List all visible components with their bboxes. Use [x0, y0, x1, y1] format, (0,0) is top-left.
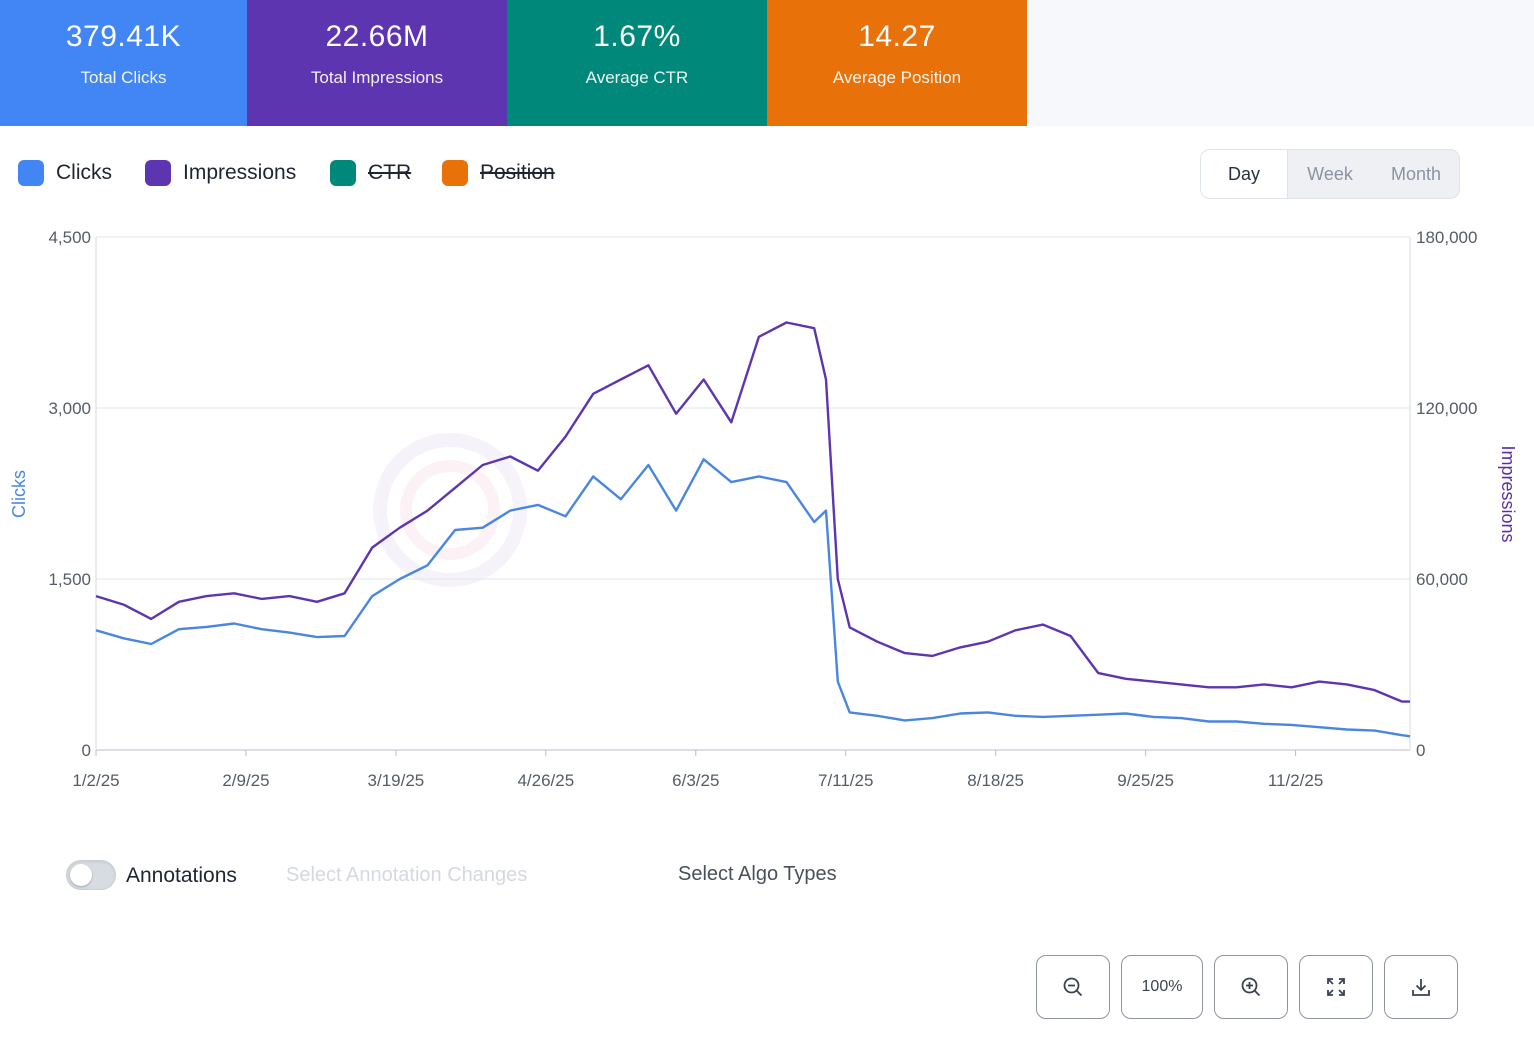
annotations-label: Annotations: [126, 864, 237, 887]
x-tick-label: 3/19/25: [368, 771, 425, 790]
x-tick-label: 1/2/25: [72, 771, 119, 790]
series-layer: [95, 321, 1411, 738]
kpi-value: 14.27: [858, 20, 936, 53]
annotation-changes-select[interactable]: Select Annotation Changes: [286, 864, 528, 886]
x-tick-label: 11/2/25: [1268, 771, 1323, 790]
left-tick-label: 0: [82, 741, 91, 760]
legend-swatch: [442, 160, 468, 186]
right-tick-label: 0: [1416, 741, 1425, 760]
annotations-row: Annotations Select Annotation Changes Se…: [66, 858, 966, 894]
algo-types-select[interactable]: Select Algo Types: [678, 863, 837, 885]
legend-label: Impressions: [183, 161, 297, 184]
watermark-logo: [373, 433, 527, 587]
left-tick-label: 3,000: [48, 399, 91, 418]
kpi-label: Average CTR: [585, 68, 689, 87]
zoom-level-button[interactable]: 100%: [1121, 955, 1203, 1019]
range-day-button[interactable]: Day: [1201, 150, 1288, 198]
x-tick-label: 7/11/25: [818, 771, 873, 790]
zoom-level: 100%: [1141, 978, 1183, 995]
range-month-button[interactable]: Month: [1390, 164, 1442, 184]
kpi-average-position[interactable]: 14.27 Average Position: [767, 0, 1027, 126]
kpi-total-impressions[interactable]: 22.66M Total Impressions: [247, 0, 507, 126]
zoom-in-button[interactable]: [1214, 955, 1288, 1019]
series-line-impressions: [95, 321, 1410, 703]
zoom-out-button[interactable]: [1036, 955, 1110, 1019]
zoom-out-icon: [1063, 977, 1083, 997]
range-week-button[interactable]: Week: [1307, 164, 1353, 184]
left-axis-ticks: 0 1,500 3,000 4,500: [48, 228, 91, 760]
legend-label: Clicks: [56, 161, 112, 184]
series-line-clicks: [95, 458, 1411, 738]
kpi-bar: 379.41K Total Clicks 22.66M Total Impres…: [0, 0, 1534, 126]
chart-grid: [95, 236, 1411, 751]
fullscreen-icon: [1327, 978, 1345, 996]
date-granularity-toggle: Day Week Month: [1200, 149, 1460, 199]
kpi-average-ctr[interactable]: 1.67% Average CTR: [507, 0, 767, 126]
legend-swatch: [145, 160, 171, 186]
left-tick-label: 1,500: [48, 570, 91, 589]
kpi-value: 379.41K: [65, 20, 182, 53]
right-axis-title: Impressions: [1498, 445, 1518, 542]
legend-label: Position: [480, 161, 555, 184]
x-tick-label: 2/9/25: [222, 771, 269, 790]
x-tick-label: 6/3/25: [672, 771, 719, 790]
annotations-toggle[interactable]: [66, 860, 116, 890]
x-tick-label: 4/26/25: [517, 771, 574, 790]
download-button[interactable]: [1384, 955, 1458, 1019]
legend-swatch: [330, 160, 356, 186]
clicks-impressions-chart: 0 1,500 3,000 4,500 0 60,000 120,000 180,000 1…: [9, 228, 1518, 790]
x-tick-label: 9/25/25: [1117, 771, 1174, 790]
x-tick-label: 8/18/25: [967, 771, 1024, 790]
kpi-total-clicks[interactable]: 379.41K Total Clicks: [0, 0, 247, 126]
kpi-label: Total Clicks: [80, 68, 167, 87]
kpi-label: Total Impressions: [310, 68, 444, 87]
x-axis-ticks: 1/2/25 2/9/25 3/19/25 4/26/25 6/3/25 7/11/25 8…: [72, 750, 1323, 790]
right-tick-label: 180,000: [1416, 228, 1477, 247]
legend-swatch: [18, 160, 44, 186]
fullscreen-button[interactable]: [1299, 955, 1373, 1019]
kpi-value: 1.67%: [593, 20, 681, 53]
left-axis-title: Clicks: [9, 470, 29, 518]
right-tick-label: 60,000: [1416, 570, 1468, 589]
zoom-in-icon: [1241, 977, 1261, 997]
legend-label: CTR: [368, 161, 412, 184]
right-axis-ticks: 0 60,000 120,000 180,000: [1416, 228, 1477, 760]
left-tick-label: 4,500: [48, 228, 91, 247]
download-icon: [1412, 979, 1430, 996]
toggle-knob: [70, 864, 92, 886]
kpi-label: Average Position: [832, 68, 962, 87]
right-tick-label: 120,000: [1416, 399, 1477, 418]
kpi-value: 22.66M: [325, 20, 429, 53]
